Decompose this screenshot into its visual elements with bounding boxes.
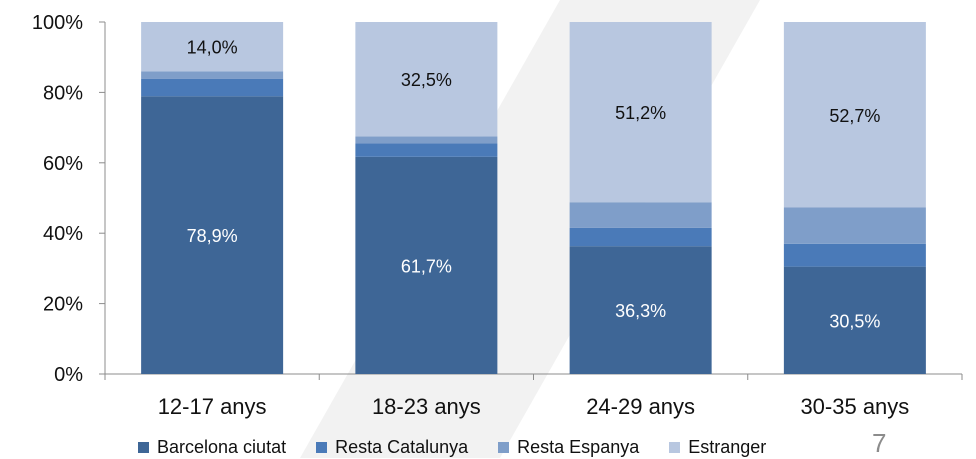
legend-item: Estranger bbox=[669, 437, 766, 458]
y-tick-label: 40% bbox=[43, 223, 83, 245]
data-label: 14,0% bbox=[187, 38, 238, 58]
bar-segment bbox=[569, 22, 712, 203]
y-tick-label: 20% bbox=[43, 294, 83, 316]
y-tick-label: 100% bbox=[32, 12, 83, 34]
legend-swatch bbox=[498, 441, 510, 453]
bar-segment bbox=[783, 22, 926, 208]
legend-label: Barcelona ciutat bbox=[157, 436, 287, 457]
legend-swatch bbox=[669, 441, 681, 453]
data-label: 36,3% bbox=[615, 301, 666, 321]
bar-segment bbox=[141, 78, 284, 97]
x-tick-label: 24-29 anys bbox=[586, 394, 695, 419]
data-label: 61,7% bbox=[401, 256, 452, 276]
bar-segment bbox=[355, 143, 498, 157]
bar-segment bbox=[141, 71, 284, 79]
legend-label: Resta Catalunya bbox=[335, 436, 469, 457]
data-label: 52,7% bbox=[829, 106, 880, 126]
legend-item: Barcelona ciutat bbox=[138, 437, 286, 458]
y-tick-label: 80% bbox=[43, 82, 83, 104]
legend-label: Resta Espanya bbox=[517, 436, 640, 457]
legend-item: Resta Catalunya bbox=[316, 437, 468, 458]
bar-segment bbox=[355, 156, 498, 374]
x-tick-label: 18-23 anys bbox=[372, 394, 481, 419]
bar-segment bbox=[141, 22, 284, 72]
data-label: 78,9% bbox=[187, 226, 238, 246]
bar-segment bbox=[569, 202, 712, 228]
bar-segment bbox=[783, 207, 926, 244]
legend-item: Resta Espanya bbox=[498, 437, 639, 458]
bar-segment bbox=[569, 227, 712, 247]
y-tick-label: 60% bbox=[43, 153, 83, 175]
x-tick-label: 30-35 anys bbox=[800, 394, 909, 419]
x-tick-label: 12-17 anys bbox=[158, 394, 267, 419]
legend-swatch bbox=[316, 441, 328, 453]
legend-label: Estranger bbox=[688, 436, 767, 457]
bar-segment bbox=[141, 96, 284, 374]
bar-segment bbox=[355, 136, 498, 144]
data-label: 32,5% bbox=[401, 70, 452, 90]
y-tick-label: 0% bbox=[54, 364, 83, 386]
bar-segment bbox=[355, 22, 498, 137]
bar-segment bbox=[783, 266, 926, 374]
bar-segment bbox=[783, 243, 926, 267]
data-label: 30,5% bbox=[829, 311, 880, 331]
page-number: 7 bbox=[872, 428, 887, 458]
legend-swatch bbox=[138, 441, 149, 453]
chart-legend: Barcelona ciutat Resta Catalunya Resta Esp… bbox=[138, 436, 796, 458]
bar-segment bbox=[569, 246, 712, 374]
data-label: 51,2% bbox=[615, 103, 666, 123]
